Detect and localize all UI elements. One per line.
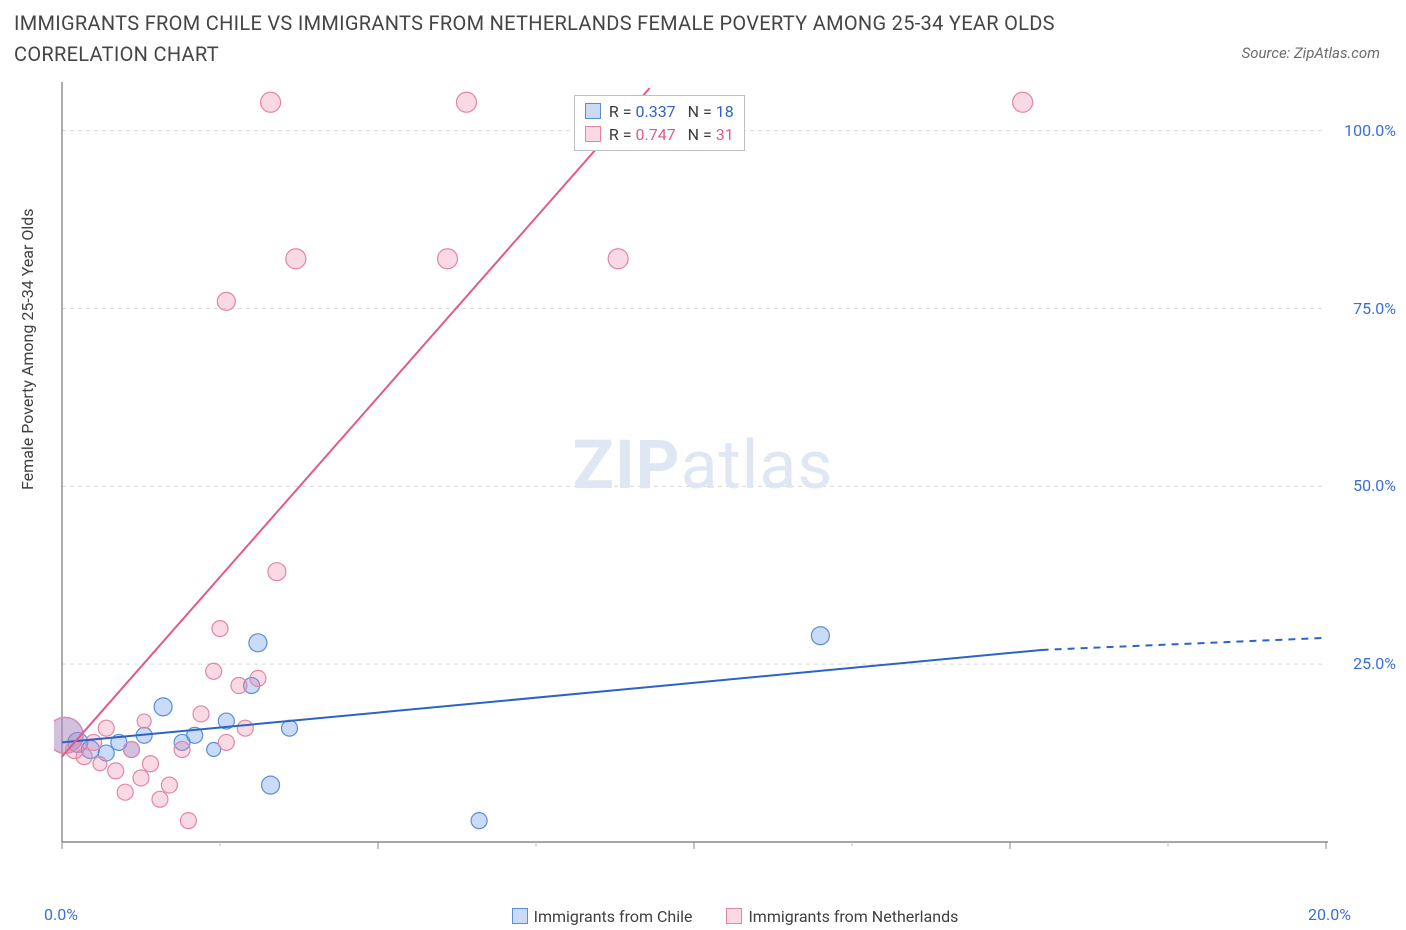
x-tick-label: 20.0% bbox=[1308, 905, 1351, 924]
source-attribution: Source: ZipAtlas.com bbox=[1242, 44, 1380, 62]
scatter-chart bbox=[54, 78, 1382, 886]
y-tick-label: 25.0% bbox=[1353, 654, 1396, 673]
page-title: IMMIGRANTS FROM CHILE VS IMMIGRANTS FROM… bbox=[14, 8, 1114, 70]
x-tick-label: 0.0% bbox=[44, 905, 78, 924]
x-axis-legend: Immigrants from ChileImmigrants from Net… bbox=[54, 907, 1382, 926]
y-axis-label: Female Poverty Among 25-34 Year Olds bbox=[18, 208, 37, 490]
stats-legend-box: R = 0.337 N = 18R = 0.747 N = 31 bbox=[574, 95, 745, 151]
y-tick-label: 50.0% bbox=[1353, 476, 1396, 495]
y-tick-label: 75.0% bbox=[1353, 299, 1396, 318]
y-tick-label: 100.0% bbox=[1344, 121, 1396, 140]
